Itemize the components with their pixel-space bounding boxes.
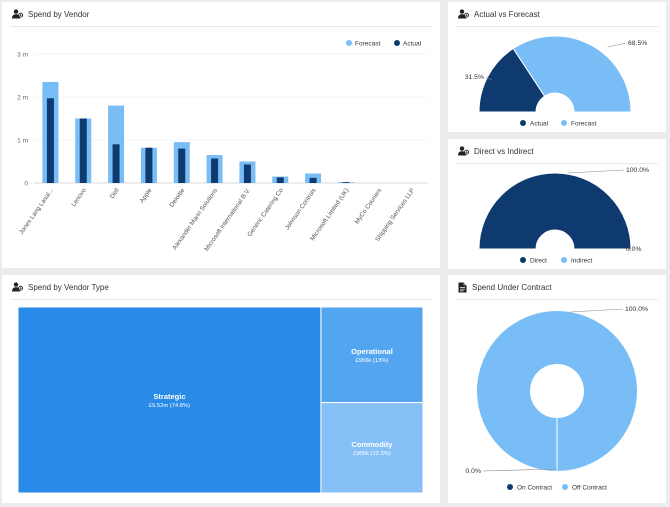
x-tick-label: Jones Lang Lasal...	[18, 187, 55, 236]
x-tick-label: Generic Catering Co	[246, 187, 285, 238]
value-label: 31.5%	[465, 74, 484, 81]
actual-bar	[178, 148, 186, 183]
value-label: 100.0%	[626, 167, 649, 174]
legend-label: Indirect	[571, 257, 593, 264]
leader-line	[485, 76, 493, 81]
treemap-name-commodity: Commodity	[351, 440, 393, 449]
actual-forecast-semi-donut: 31.5% 68.5% Actual Forecast	[465, 35, 647, 127]
actual-bar	[46, 98, 54, 183]
x-tick-label: Dell	[109, 187, 121, 200]
legend-swatch	[562, 484, 568, 490]
value-label: 0.0%	[626, 246, 642, 253]
legend-label: Off Contract	[572, 484, 607, 491]
x-tick-label: MyCo Couriers	[354, 187, 384, 225]
y-tick-label: 2 m	[17, 95, 28, 102]
legend-label: Forecast	[571, 120, 596, 127]
x-tick-label: Deloitte	[168, 187, 186, 209]
legend-label: On Contract	[517, 484, 552, 491]
people-icon	[458, 146, 469, 156]
value-label: 0.0%	[466, 468, 482, 475]
actual-bar	[309, 177, 317, 183]
pie-slice-off-contract	[477, 311, 637, 471]
document-icon	[458, 282, 467, 293]
treemap-cell-commodity	[320, 402, 424, 494]
pie-slice-forecast	[512, 35, 632, 113]
actual-bar	[79, 118, 87, 183]
direct-indirect-semi-donut: 100.0% 0.0% Direct Indirect	[478, 167, 649, 264]
treemap-name-operational: Operational	[351, 347, 393, 356]
people-icon	[458, 9, 469, 19]
actual-bar	[145, 147, 153, 183]
panel-title: Spend by Vendor Type	[28, 282, 109, 292]
actual-bar	[211, 158, 219, 183]
legend-label: Direct	[530, 257, 547, 264]
pie-slice-actual	[478, 47, 546, 113]
actual-bar	[112, 144, 120, 183]
legend-swatch	[520, 257, 526, 263]
actual-vs-forecast-panel: Actual vs Forecast 31.5% 68.5% Actual Forec…	[448, 2, 666, 132]
y-tick-label: 1 m	[17, 138, 28, 145]
treemap-name-strategic: Strategic	[153, 392, 185, 401]
contract-donut: 100.0% 0.0% On Contract Off Contract	[466, 306, 649, 491]
panel-title: Actual vs Forecast	[474, 9, 540, 19]
actual-bar	[276, 177, 284, 183]
x-tick-label: Apple	[139, 187, 154, 205]
treemap-cell-operational	[320, 306, 424, 404]
direct-vs-indirect-panel: Direct vs Indirect 100.0% 0.0% Direct Indir…	[448, 139, 666, 269]
legend-forecast-label: Forecast	[355, 40, 380, 47]
treemap-value-strategic: £5.52m (74.8%)	[149, 403, 190, 409]
leader-line	[482, 468, 558, 472]
spend-by-vendor-panel: Spend by Vendor 0 1 m 2 m 3 m Jones Lang Las…	[2, 2, 440, 268]
pie-slice-direct	[478, 172, 632, 250]
panel-title: Spend Under Contract	[472, 283, 552, 292]
actual-bar	[342, 182, 350, 183]
legend-swatch	[561, 257, 567, 263]
legend-swatch	[507, 484, 513, 490]
leader-line	[567, 169, 625, 174]
x-tick-label: Shipping Services LLP	[374, 187, 416, 243]
spend-by-vendor-type-panel: Spend by Vendor Type Strategic £5.52m (74…	[2, 275, 440, 503]
treemap-cell-strategic	[17, 306, 322, 494]
people-icon	[12, 9, 23, 19]
legend-label: Actual	[530, 120, 549, 127]
legend-swatch	[561, 120, 567, 126]
legend-forecast-swatch	[346, 40, 352, 46]
x-tick-label: Microsoft Limited (UK)	[309, 187, 350, 242]
legend-actual-label: Actual	[403, 40, 422, 47]
leader-line	[569, 308, 624, 313]
y-tick-label: 0	[24, 181, 28, 188]
vendor-bar-chart: 0 1 m 2 m 3 m Jones Lang Lasal... Lenovo Dell A…	[17, 40, 428, 253]
actual-bar	[243, 164, 251, 183]
people-icon	[12, 282, 23, 292]
panel-title: Spend by Vendor	[28, 9, 90, 19]
vendor-type-treemap: Strategic £5.52m (74.8%) Operational £956k …	[17, 306, 424, 494]
x-tick-label: Johnson Controls	[284, 187, 318, 231]
y-tick-label: 3 m	[17, 52, 28, 59]
x-tick-label: Lenovo	[70, 187, 88, 208]
treemap-value-commodity: £905k (12.3%)	[353, 451, 391, 457]
value-label: 68.5%	[628, 40, 647, 47]
value-label: 100.0%	[625, 306, 648, 313]
treemap-value-operational: £956k (13%)	[356, 358, 389, 364]
panel-title: Direct vs Indirect	[474, 146, 534, 156]
spend-under-contract-panel: Spend Under Contract 100.0% 0.0% On Contra…	[448, 275, 666, 503]
legend-swatch	[520, 120, 526, 126]
leader-line	[607, 42, 627, 48]
legend-actual-swatch	[394, 40, 400, 46]
